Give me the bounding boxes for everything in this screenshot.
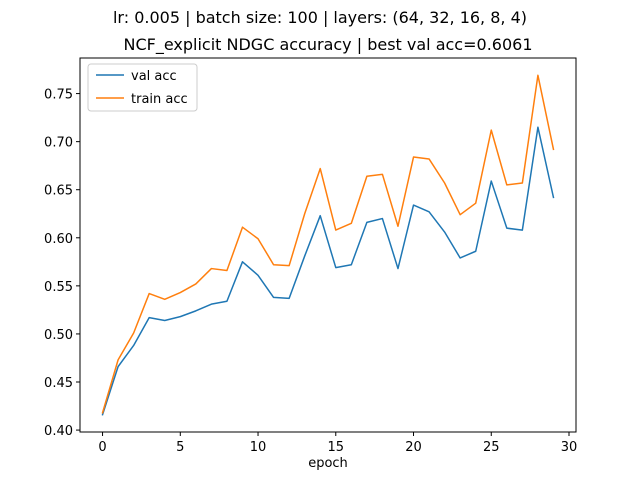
y-tick-label: 0.75 [44, 88, 73, 103]
legend-label-train-acc: train acc [131, 92, 188, 107]
y-tick-label: 0.65 [44, 184, 73, 199]
ticks-layer: 0 5 10 15 20 25 30 0.40 0.45 0.50 0.55 0.60 0.65 0.70… [44, 88, 577, 455]
legend-label-val-acc: val acc [131, 69, 177, 84]
plot-area [79, 57, 577, 433]
chart-suptitle: lr: 0.005 | batch size: 100 | layers: (6… [113, 8, 527, 27]
x-tick-label: 0 [98, 440, 106, 455]
y-tick-label: 0.55 [44, 280, 73, 295]
x-tick-label: 25 [483, 440, 500, 455]
x-tick-label: 30 [561, 440, 578, 455]
series-layer [101, 74, 555, 416]
y-tick-label: 0.45 [44, 376, 73, 391]
legend: val acc train acc [87, 63, 198, 112]
y-tick-label: 0.50 [44, 328, 73, 343]
y-tick-label: 0.70 [44, 136, 73, 151]
x-tick-label: 20 [405, 440, 422, 455]
x-axis-label: epoch [308, 456, 348, 471]
x-tick-label: 15 [328, 440, 345, 455]
series-line-val-acc [101, 126, 555, 416]
y-tick-label: 0.40 [44, 424, 73, 439]
chart-title: NCF_explicit NDGC accuracy | best val ac… [123, 35, 532, 55]
series-line-train-acc [101, 74, 555, 414]
x-tick-label: 5 [176, 440, 184, 455]
x-tick-label: 10 [250, 440, 267, 455]
y-tick-label: 0.60 [44, 232, 73, 247]
